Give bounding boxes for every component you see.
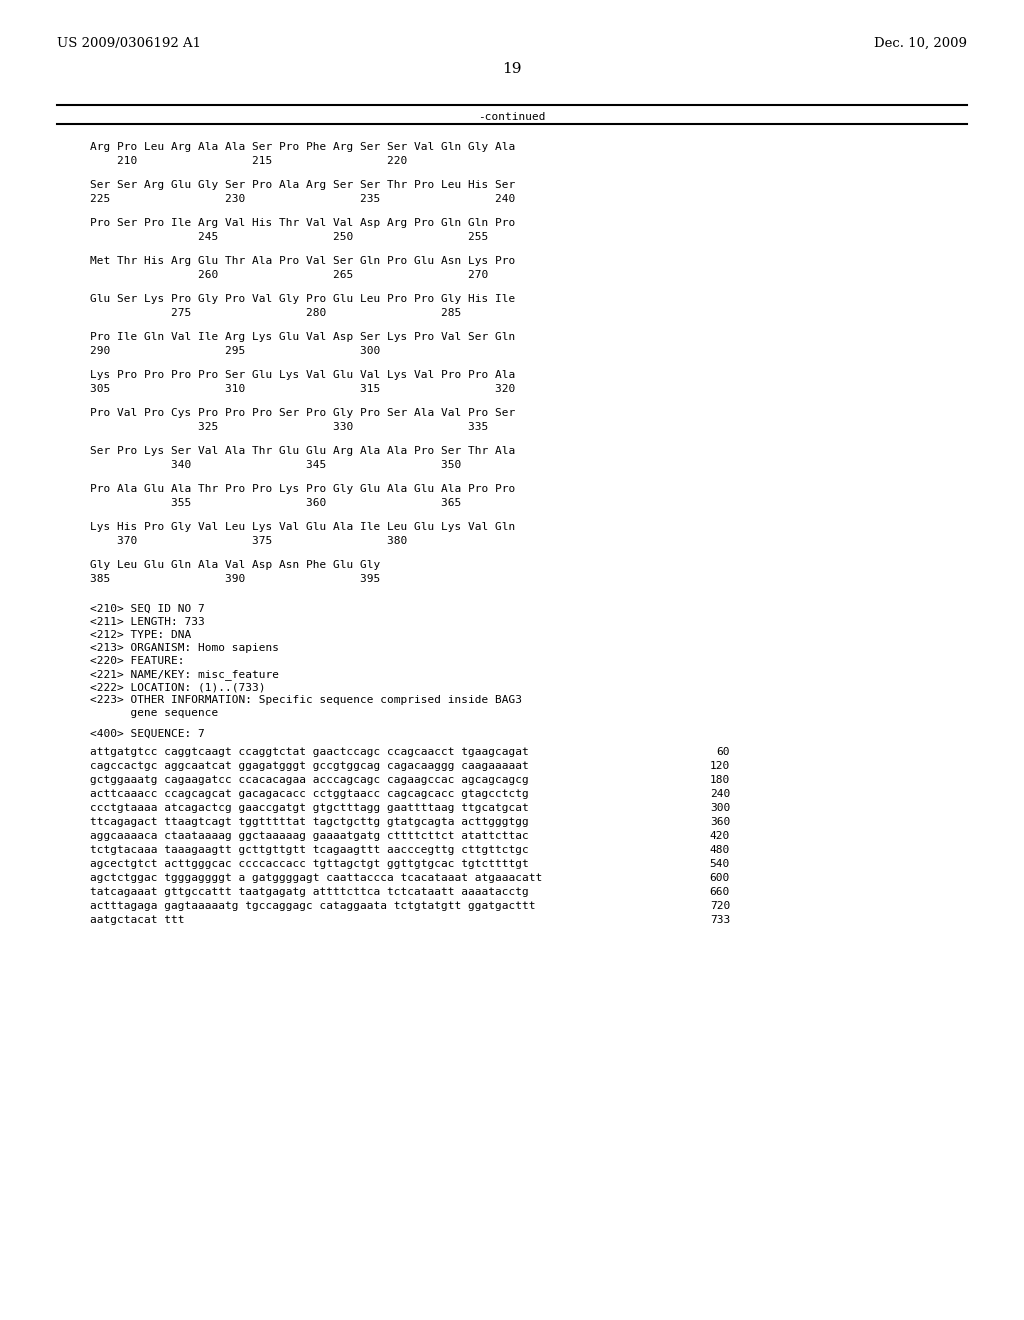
- Text: Pro Ile Gln Val Ile Arg Lys Glu Val Asp Ser Lys Pro Val Ser Gln: Pro Ile Gln Val Ile Arg Lys Glu Val Asp …: [90, 333, 515, 342]
- Text: 325                 330                 335: 325 330 335: [90, 422, 488, 432]
- Text: Arg Pro Leu Arg Ala Ala Ser Pro Phe Arg Ser Ser Val Gln Gly Ala: Arg Pro Leu Arg Ala Ala Ser Pro Phe Arg …: [90, 143, 515, 152]
- Text: <221> NAME/KEY: misc_feature: <221> NAME/KEY: misc_feature: [90, 669, 279, 680]
- Text: tatcagaaat gttgccattt taatgagatg attttcttca tctcataatt aaaatacctg: tatcagaaat gttgccattt taatgagatg attttct…: [90, 887, 528, 898]
- Text: <220> FEATURE:: <220> FEATURE:: [90, 656, 184, 667]
- Text: 210                 215                 220: 210 215 220: [90, 156, 408, 166]
- Text: 600: 600: [710, 873, 730, 883]
- Text: <223> OTHER INFORMATION: Specific sequence comprised inside BAG3: <223> OTHER INFORMATION: Specific sequen…: [90, 696, 522, 705]
- Text: 305                 310                 315                 320: 305 310 315 320: [90, 384, 515, 393]
- Text: Lys Pro Pro Pro Pro Ser Glu Lys Val Glu Val Lys Val Pro Pro Ala: Lys Pro Pro Pro Pro Ser Glu Lys Val Glu …: [90, 370, 515, 380]
- Text: Lys His Pro Gly Val Leu Lys Val Glu Ala Ile Leu Glu Lys Val Gln: Lys His Pro Gly Val Leu Lys Val Glu Ala …: [90, 521, 515, 532]
- Text: attgatgtcc caggtcaagt ccaggtctat gaactccagc ccagcaacct tgaagcagat: attgatgtcc caggtcaagt ccaggtctat gaactcc…: [90, 747, 528, 756]
- Text: gene sequence: gene sequence: [90, 708, 218, 718]
- Text: 540: 540: [710, 859, 730, 869]
- Text: agctctggac tgggaggggt a gatggggagt caattaccca tcacataaat atgaaacatt: agctctggac tgggaggggt a gatggggagt caatt…: [90, 873, 543, 883]
- Text: 275                 280                 285: 275 280 285: [90, 308, 461, 318]
- Text: 355                 360                 365: 355 360 365: [90, 498, 461, 508]
- Text: gctggaaatg cagaagatcc ccacacagaa acccagcagc cagaagccac agcagcagcg: gctggaaatg cagaagatcc ccacacagaa acccagc…: [90, 775, 528, 785]
- Text: -continued: -continued: [478, 112, 546, 121]
- Text: 19: 19: [502, 62, 522, 77]
- Text: actttagaga gagtaaaaatg tgccaggagc cataggaata tctgtatgtt ggatgacttt: actttagaga gagtaaaaatg tgccaggagc catagg…: [90, 902, 536, 911]
- Text: 733: 733: [710, 915, 730, 925]
- Text: 385                 390                 395: 385 390 395: [90, 574, 380, 583]
- Text: 300: 300: [710, 803, 730, 813]
- Text: 260                 265                 270: 260 265 270: [90, 271, 488, 280]
- Text: 225                 230                 235                 240: 225 230 235 240: [90, 194, 515, 205]
- Text: 120: 120: [710, 762, 730, 771]
- Text: 180: 180: [710, 775, 730, 785]
- Text: 660: 660: [710, 887, 730, 898]
- Text: 720: 720: [710, 902, 730, 911]
- Text: 340                 345                 350: 340 345 350: [90, 459, 461, 470]
- Text: Ser Pro Lys Ser Val Ala Thr Glu Glu Arg Ala Ala Pro Ser Thr Ala: Ser Pro Lys Ser Val Ala Thr Glu Glu Arg …: [90, 446, 515, 455]
- Text: <222> LOCATION: (1)..(733): <222> LOCATION: (1)..(733): [90, 682, 265, 692]
- Text: 370                 375                 380: 370 375 380: [90, 536, 408, 546]
- Text: <212> TYPE: DNA: <212> TYPE: DNA: [90, 630, 191, 640]
- Text: 420: 420: [710, 832, 730, 841]
- Text: <213> ORGANISM: Homo sapiens: <213> ORGANISM: Homo sapiens: [90, 643, 279, 653]
- Text: <210> SEQ ID NO 7: <210> SEQ ID NO 7: [90, 605, 205, 614]
- Text: Glu Ser Lys Pro Gly Pro Val Gly Pro Glu Leu Pro Pro Gly His Ile: Glu Ser Lys Pro Gly Pro Val Gly Pro Glu …: [90, 294, 515, 304]
- Text: Dec. 10, 2009: Dec. 10, 2009: [874, 37, 967, 50]
- Text: Pro Ala Glu Ala Thr Pro Pro Lys Pro Gly Glu Ala Glu Ala Pro Pro: Pro Ala Glu Ala Thr Pro Pro Lys Pro Gly …: [90, 484, 515, 494]
- Text: 245                 250                 255: 245 250 255: [90, 232, 488, 242]
- Text: 480: 480: [710, 845, 730, 855]
- Text: 290                 295                 300: 290 295 300: [90, 346, 380, 356]
- Text: 360: 360: [710, 817, 730, 828]
- Text: <211> LENGTH: 733: <211> LENGTH: 733: [90, 616, 205, 627]
- Text: tctgtacaaa taaagaagtt gcttgttgtt tcagaagttt aacccegttg cttgttctgc: tctgtacaaa taaagaagtt gcttgttgtt tcagaag…: [90, 845, 528, 855]
- Text: Ser Ser Arg Glu Gly Ser Pro Ala Arg Ser Ser Thr Pro Leu His Ser: Ser Ser Arg Glu Gly Ser Pro Ala Arg Ser …: [90, 180, 515, 190]
- Text: aggcaaaaca ctaataaaag ggctaaaaag gaaaatgatg cttttcttct atattcttac: aggcaaaaca ctaataaaag ggctaaaaag gaaaatg…: [90, 832, 528, 841]
- Text: Met Thr His Arg Glu Thr Ala Pro Val Ser Gln Pro Glu Asn Lys Pro: Met Thr His Arg Glu Thr Ala Pro Val Ser …: [90, 256, 515, 267]
- Text: aatgctacat ttt: aatgctacat ttt: [90, 915, 184, 925]
- Text: 60: 60: [717, 747, 730, 756]
- Text: US 2009/0306192 A1: US 2009/0306192 A1: [57, 37, 201, 50]
- Text: Pro Ser Pro Ile Arg Val His Thr Val Val Asp Arg Pro Gln Gln Pro: Pro Ser Pro Ile Arg Val His Thr Val Val …: [90, 218, 515, 228]
- Text: Gly Leu Glu Gln Ala Val Asp Asn Phe Glu Gly: Gly Leu Glu Gln Ala Val Asp Asn Phe Glu …: [90, 560, 380, 570]
- Text: <400> SEQUENCE: 7: <400> SEQUENCE: 7: [90, 729, 205, 739]
- Text: 240: 240: [710, 789, 730, 799]
- Text: ttcagagact ttaagtcagt tggtttttat tagctgcttg gtatgcagta acttgggtgg: ttcagagact ttaagtcagt tggtttttat tagctgc…: [90, 817, 528, 828]
- Text: cagccactgc aggcaatcat ggagatgggt gccgtggcag cagacaaggg caagaaaaat: cagccactgc aggcaatcat ggagatgggt gccgtgg…: [90, 762, 528, 771]
- Text: Pro Val Pro Cys Pro Pro Pro Ser Pro Gly Pro Ser Ala Val Pro Ser: Pro Val Pro Cys Pro Pro Pro Ser Pro Gly …: [90, 408, 515, 418]
- Text: agcectgtct acttgggcac ccccaccacc tgttagctgt ggttgtgcac tgtcttttgt: agcectgtct acttgggcac ccccaccacc tgttagc…: [90, 859, 528, 869]
- Text: ccctgtaaaa atcagactcg gaaccgatgt gtgctttagg gaattttaag ttgcatgcat: ccctgtaaaa atcagactcg gaaccgatgt gtgcttt…: [90, 803, 528, 813]
- Text: acttcaaacc ccagcagcat gacagacacc cctggtaacc cagcagcacc gtagcctctg: acttcaaacc ccagcagcat gacagacacc cctggta…: [90, 789, 528, 799]
